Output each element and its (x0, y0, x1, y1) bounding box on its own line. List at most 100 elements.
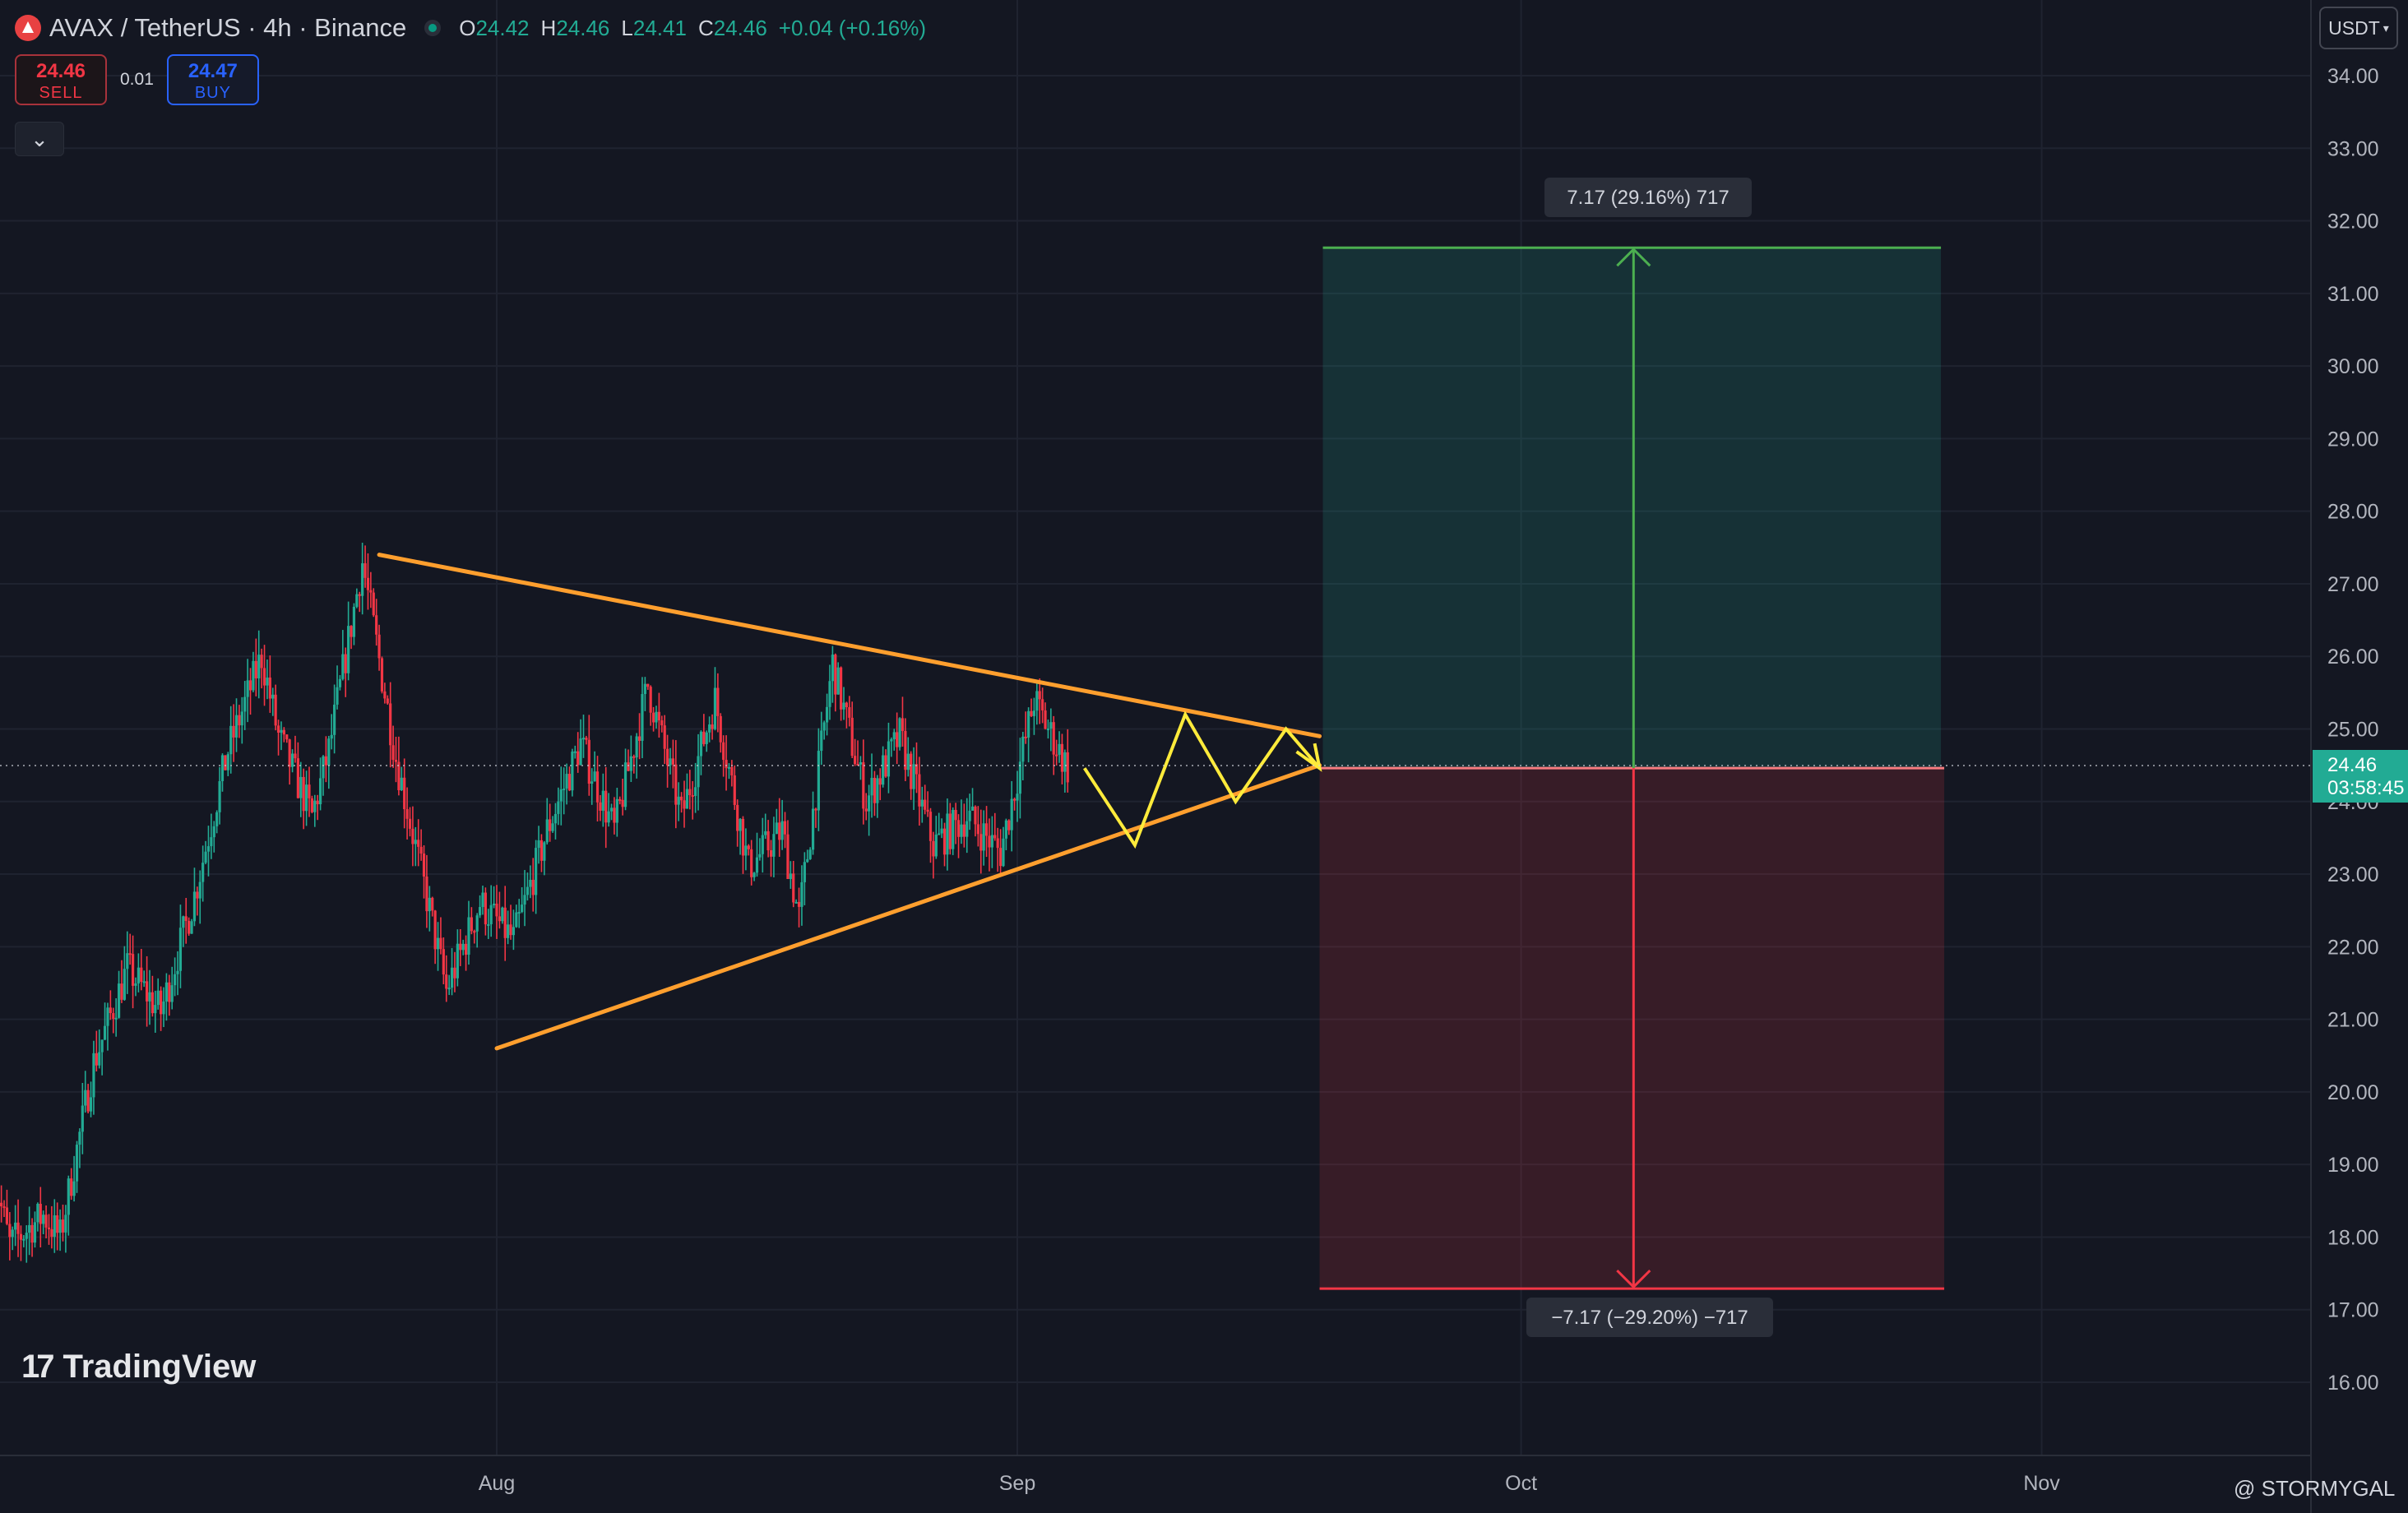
candle-body (864, 808, 868, 812)
candle-body (271, 694, 275, 699)
candle-body (47, 1227, 51, 1229)
candle-body (75, 1145, 79, 1182)
spread-value: 0.01 (120, 70, 154, 89)
projection-arrowhead (1295, 743, 1322, 772)
candle-body (14, 1222, 17, 1230)
candle-body (697, 756, 700, 788)
last-price-countdown: 03:58:45 (2327, 777, 2404, 799)
price-tick-label: 34.00 (2327, 65, 2379, 88)
buy-button[interactable]: 24.47 BUY (166, 54, 259, 105)
candle-body (327, 738, 331, 766)
candle-body (64, 1215, 67, 1233)
candle-body (537, 840, 540, 849)
low-value: 24.41 (632, 15, 687, 40)
currency-selector[interactable]: USDT ▾ (2319, 7, 2398, 49)
candle-body (910, 753, 913, 789)
candle-body (313, 800, 317, 812)
candle-body (501, 907, 504, 922)
candle-body (386, 698, 389, 704)
tradingview-logo[interactable]: 17 TradingView (21, 1349, 256, 1386)
candle-body (727, 766, 731, 769)
candle-body (621, 799, 624, 807)
candle-body (643, 683, 646, 695)
candle-body (308, 784, 311, 798)
candle-body (708, 724, 711, 733)
candle-body (665, 748, 669, 766)
candle-body (439, 937, 442, 950)
price-tick-label: 31.00 (2327, 283, 2379, 306)
candle-body (481, 892, 484, 908)
candle-body (1021, 736, 1025, 762)
candle-body (783, 821, 787, 835)
candle-body (0, 1202, 3, 1207)
candle-body (436, 937, 440, 950)
candle-body (224, 755, 227, 770)
candle-body (918, 774, 921, 807)
candle-body (988, 835, 991, 848)
candle-body (808, 849, 812, 859)
candle-body (473, 931, 476, 933)
candle-body (274, 694, 277, 726)
last-price-value: 24.46 (2327, 754, 2377, 776)
stop-label: −7.17 (−29.20%) −717 (1526, 1298, 1773, 1337)
candle-body (587, 739, 590, 784)
candle-body (89, 1097, 93, 1112)
candle-body (98, 1052, 101, 1066)
candle-body (1063, 752, 1067, 772)
candle-body (868, 795, 871, 812)
candle-body (176, 970, 179, 974)
candle-body (535, 848, 538, 895)
author-watermark: @ STORMYGAL (2234, 1476, 2396, 1501)
candle-body (433, 910, 437, 950)
candle-body (960, 824, 963, 837)
collapse-toggle[interactable]: ⌄ (15, 122, 64, 156)
target-label-text: 7.17 (29.16%) 717 (1567, 187, 1729, 209)
candle-body (316, 800, 319, 805)
candle-body (954, 809, 957, 821)
candle-body (758, 854, 762, 858)
candle-body (873, 777, 877, 803)
candle-body (8, 1224, 12, 1238)
candlestick-series (0, 543, 1069, 1263)
candle-body (641, 694, 644, 741)
candle-body (990, 835, 993, 848)
candle-body (507, 924, 510, 938)
price-tick-label: 26.00 (2327, 645, 2379, 669)
candle-body (674, 764, 678, 805)
candle-body (140, 967, 143, 982)
candle-body (461, 943, 465, 951)
candle-body (976, 824, 979, 835)
candle-body (170, 985, 174, 1002)
candle-body (131, 954, 135, 986)
candle-body (901, 718, 905, 731)
candle-body (445, 974, 448, 989)
price-tick-label: 30.00 (2327, 355, 2379, 378)
candle-body (719, 715, 722, 743)
candle-body (276, 725, 280, 733)
candle-body (750, 849, 753, 877)
candle-body (797, 901, 801, 907)
candle-body (677, 796, 680, 805)
stop-arrowhead (1616, 1270, 1651, 1289)
candle-body (196, 891, 199, 899)
candle-body (716, 687, 720, 716)
candle-body (657, 711, 660, 721)
candle-body (590, 781, 594, 784)
close-value: 24.46 (713, 15, 767, 40)
candle-body (966, 821, 969, 837)
candle-body (162, 1001, 165, 1015)
candle-body (201, 863, 205, 882)
sell-button[interactable]: 24.46 SELL (15, 54, 107, 105)
candle-body (722, 742, 725, 761)
candle-body (252, 660, 255, 691)
candle-body (786, 834, 790, 879)
candle-body (769, 850, 773, 857)
candle-body (254, 660, 257, 678)
symbol-title[interactable]: AVAX / TetherUS · 4h · Binance (49, 13, 407, 42)
candle-body (333, 704, 336, 735)
candle-body (408, 818, 412, 829)
triangle-upper-line (377, 553, 1322, 738)
triangle-pattern (377, 553, 1322, 1051)
candle-body (926, 809, 929, 812)
